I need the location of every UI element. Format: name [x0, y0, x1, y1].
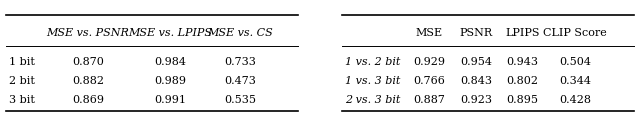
Text: 0.869: 0.869	[72, 94, 104, 104]
Text: 0.766: 0.766	[413, 76, 445, 86]
Text: 1 vs. 2 bit: 1 vs. 2 bit	[345, 57, 400, 67]
Text: 3 bit: 3 bit	[10, 94, 35, 104]
Text: MSE: MSE	[416, 27, 443, 37]
Text: 0.504: 0.504	[559, 57, 591, 67]
Text: 0.802: 0.802	[507, 76, 539, 86]
Text: 0.929: 0.929	[413, 57, 445, 67]
Text: 0.473: 0.473	[224, 76, 256, 86]
Text: 0.954: 0.954	[460, 57, 492, 67]
Text: 0.870: 0.870	[72, 57, 104, 67]
Text: 0.882: 0.882	[72, 76, 104, 86]
Text: LPIPS: LPIPS	[506, 27, 540, 37]
Text: 0.843: 0.843	[460, 76, 492, 86]
Text: 2 vs. 3 bit: 2 vs. 3 bit	[345, 94, 400, 104]
Text: 0.344: 0.344	[559, 76, 591, 86]
Text: 1 vs. 3 bit: 1 vs. 3 bit	[345, 76, 400, 86]
Text: 0.984: 0.984	[154, 57, 186, 67]
Text: 0.923: 0.923	[460, 94, 492, 104]
Text: 0.428: 0.428	[559, 94, 591, 104]
Text: 1 bit: 1 bit	[10, 57, 35, 67]
Text: 0.989: 0.989	[154, 76, 186, 86]
Text: 0.733: 0.733	[224, 57, 256, 67]
Text: 2 bit: 2 bit	[10, 76, 35, 86]
Text: MSE vs. LPIPS: MSE vs. LPIPS	[128, 27, 212, 37]
Text: MSE vs. PSNR: MSE vs. PSNR	[47, 27, 129, 37]
Text: 0.895: 0.895	[507, 94, 539, 104]
Text: PSNR: PSNR	[460, 27, 493, 37]
Text: 0.943: 0.943	[507, 57, 539, 67]
Text: MSE vs. CS: MSE vs. CS	[207, 27, 273, 37]
Text: 0.535: 0.535	[224, 94, 256, 104]
Text: 0.991: 0.991	[154, 94, 186, 104]
Text: CLIP Score: CLIP Score	[543, 27, 607, 37]
Text: 0.887: 0.887	[413, 94, 445, 104]
